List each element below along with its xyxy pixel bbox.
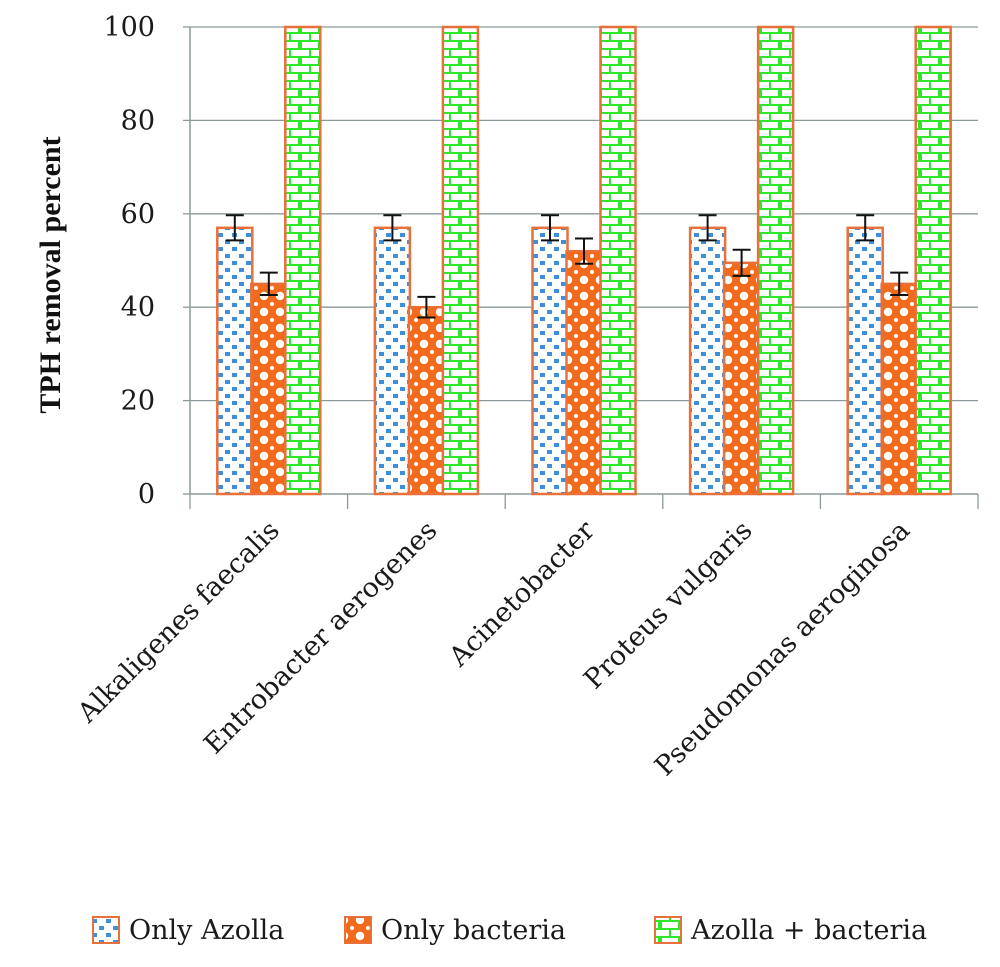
legend-swatch-dots — [92, 916, 120, 944]
bar-bricks-4 — [914, 25, 952, 496]
bar-dots-3 — [688, 226, 727, 496]
x-category-label: Proteus vulgaris — [578, 515, 758, 695]
x-category-label: Acinetobacter — [443, 515, 601, 673]
bar-dots-1 — [373, 226, 412, 496]
legend: Only Azolla Only bacteria Azolla + bacteri… — [92, 915, 927, 946]
y-tick-label: 40 — [121, 292, 155, 323]
legend-label: Only bacteria — [381, 915, 566, 946]
legend-label: Azolla + bacteria — [690, 915, 927, 946]
bar-bricks-2 — [599, 25, 637, 496]
legend-label: Only Azolla — [129, 915, 284, 946]
bar-dots-2 — [531, 226, 569, 496]
bar-circles-3 — [722, 261, 761, 496]
y-tick-label: 0 — [138, 479, 155, 510]
bar-circles-0 — [250, 282, 288, 496]
y-tick-labels: 0 20 40 60 80 100 — [103, 12, 155, 510]
legend-swatch-circles — [344, 916, 372, 944]
bar-dots-4 — [846, 226, 884, 496]
error-bars — [225, 214, 909, 319]
bar-circles-1 — [407, 305, 446, 496]
y-tick-label: 60 — [121, 199, 155, 230]
y-axis-label: TPH removal percent — [34, 136, 67, 413]
bar-bricks-1 — [441, 25, 480, 496]
y-tick-label: 80 — [121, 105, 155, 136]
y-tick-label: 100 — [103, 12, 155, 43]
bar-bricks-3 — [756, 25, 795, 496]
bar-dots-0 — [216, 226, 254, 496]
y-tick-label: 20 — [121, 386, 155, 417]
bar-bricks-0 — [284, 25, 322, 496]
bar-circles-4 — [880, 282, 918, 496]
legend-swatch-bricks — [654, 916, 682, 944]
x-category-label: Pseudomonas aeroginosa — [649, 515, 916, 782]
bar-circles-2 — [565, 249, 603, 496]
